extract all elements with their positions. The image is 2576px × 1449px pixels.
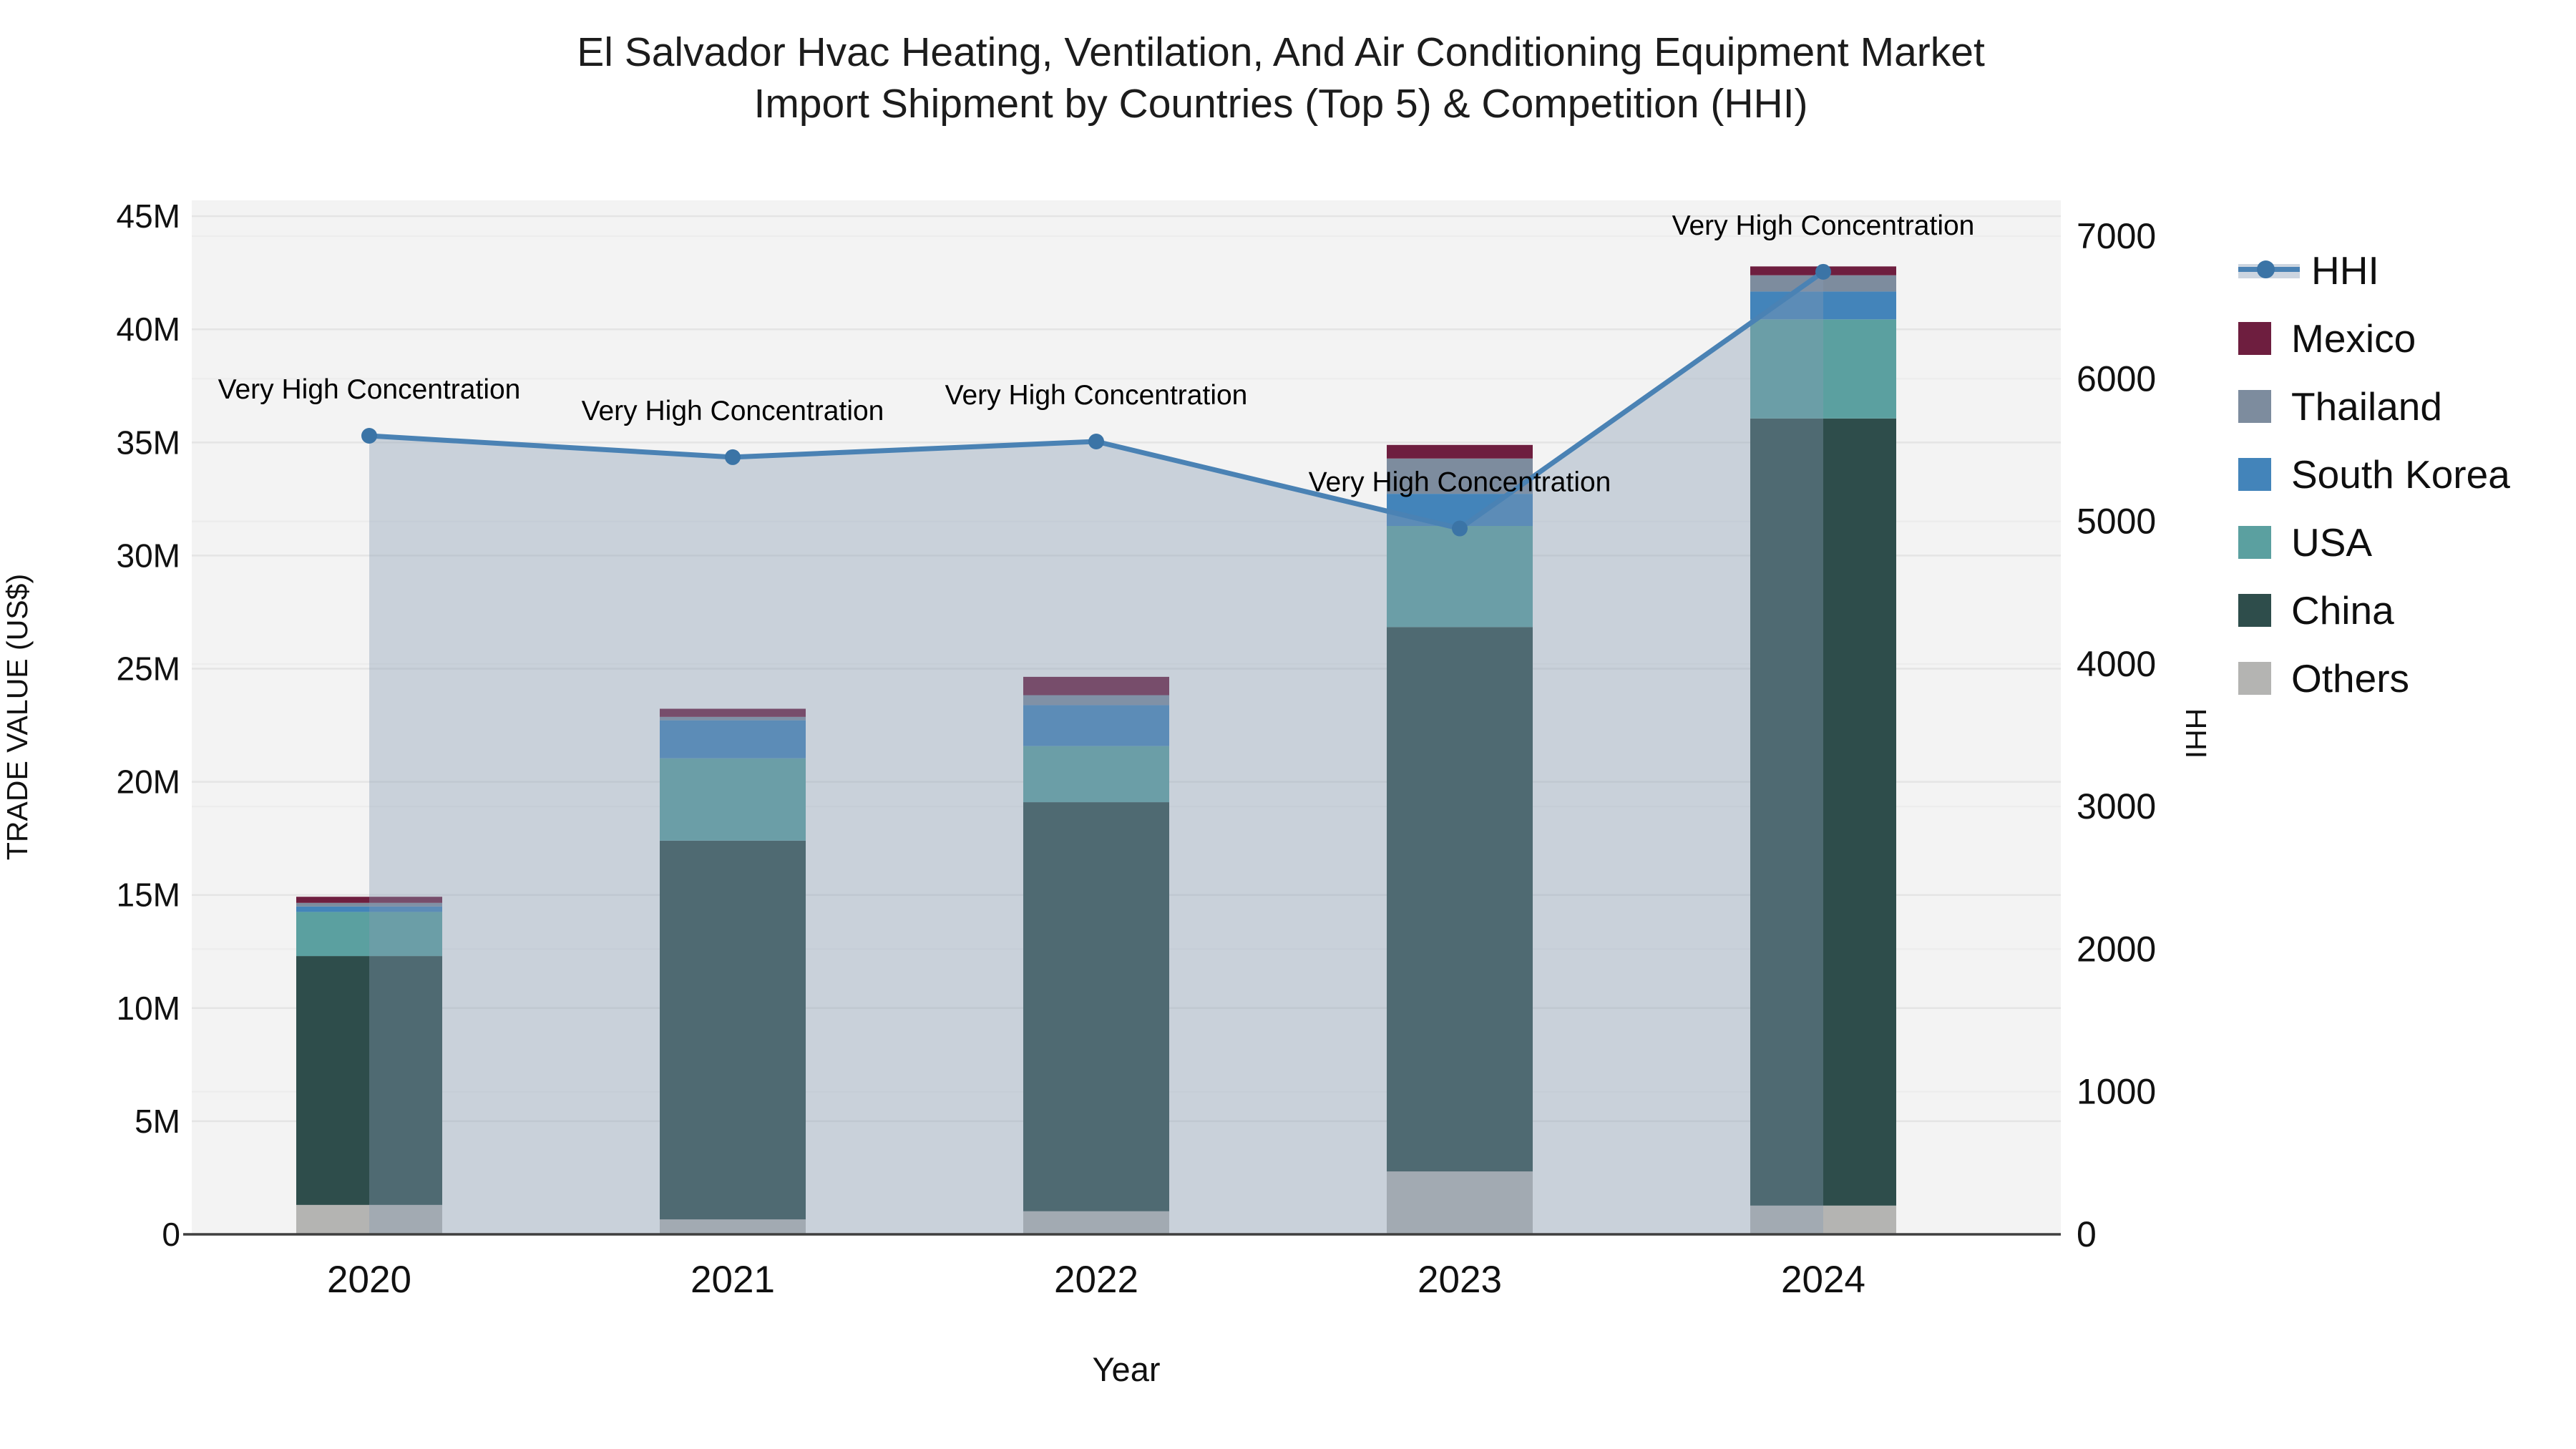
legend-item-china[interactable]: China bbox=[2238, 576, 2510, 644]
bar-segment-mexico-2022 bbox=[1023, 676, 1169, 696]
legend-item-usa[interactable]: USA bbox=[2238, 508, 2510, 576]
bar-segment-china-2020 bbox=[296, 956, 442, 1205]
annotation-2021: Very High Concentration bbox=[582, 396, 884, 426]
annotation-2022: Very High Concentration bbox=[945, 380, 1248, 411]
bar-segment-thailand-2024 bbox=[1750, 275, 1896, 292]
legend-swatch-icon bbox=[2238, 593, 2271, 627]
legend-label: South Korea bbox=[2291, 452, 2510, 497]
y-left-tick: 5M bbox=[135, 1103, 180, 1140]
legend-item-others[interactable]: Others bbox=[2238, 644, 2510, 712]
y-right-tick: 0 bbox=[2077, 1214, 2097, 1254]
x-tick-2022: 2022 bbox=[1054, 1259, 1138, 1301]
y-left-tick: 25M bbox=[117, 650, 180, 688]
legend-label: Others bbox=[2291, 655, 2410, 701]
bar-segment-others-2021 bbox=[660, 1219, 806, 1234]
legend-item-south-korea[interactable]: South Korea bbox=[2238, 440, 2510, 508]
y-left-axis-title: TRADE VALUE (US$) bbox=[1, 574, 34, 860]
hhi-line-sample-icon bbox=[2238, 258, 2300, 283]
bar-segment-mexico-2021 bbox=[660, 708, 806, 717]
bar-segment-others-2020 bbox=[296, 1204, 442, 1234]
legend-label: Mexico bbox=[2291, 316, 2416, 361]
bar-segment-usa-2022 bbox=[1023, 746, 1169, 803]
y-right-tick: 6000 bbox=[2077, 358, 2156, 399]
y-left-tick: 40M bbox=[117, 311, 180, 348]
hhi-marker-2020 bbox=[361, 428, 377, 444]
legend-label: China bbox=[2291, 587, 2394, 633]
legend-swatch-icon bbox=[2238, 321, 2271, 355]
bar-segment-usa-2023 bbox=[1387, 526, 1533, 628]
hhi-area-fill bbox=[369, 271, 1823, 1234]
bar-segment-south-korea-2023 bbox=[1387, 494, 1533, 527]
bar-segment-thailand-2020 bbox=[296, 902, 442, 907]
x-tick-2023: 2023 bbox=[1418, 1259, 1502, 1301]
y-left-tick: 35M bbox=[117, 424, 180, 461]
annotation-2023: Very High Concentration bbox=[1309, 467, 1611, 498]
bar-segment-south-korea-2021 bbox=[660, 720, 806, 758]
legend-label: Thailand bbox=[2291, 384, 2442, 429]
legend-item-hhi[interactable]: HHI bbox=[2238, 236, 2510, 304]
y-right-tick: 5000 bbox=[2077, 502, 2156, 542]
legend-label: HHI bbox=[2311, 248, 2379, 293]
y-right-tick: 4000 bbox=[2077, 644, 2156, 684]
chart-title-line-1: El Salvador Hvac Heating, Ventilation, A… bbox=[577, 29, 1985, 75]
y-right-tick: 3000 bbox=[2077, 786, 2156, 826]
legend: HHI Mexico Thailand South Korea USA China Othe… bbox=[2238, 236, 2510, 712]
bar-segment-china-2023 bbox=[1387, 627, 1533, 1172]
legend-item-mexico[interactable]: Mexico bbox=[2238, 304, 2510, 372]
y-left-tick: 45M bbox=[117, 197, 180, 235]
bar-segment-others-2024 bbox=[1750, 1205, 1896, 1234]
legend-item-thailand[interactable]: Thailand bbox=[2238, 372, 2510, 440]
bar-segment-usa-2024 bbox=[1750, 319, 1896, 419]
bar-segment-south-korea-2022 bbox=[1023, 705, 1169, 746]
legend-swatch-icon bbox=[2238, 457, 2271, 491]
x-tick-2020: 2020 bbox=[327, 1259, 411, 1301]
y-left-tick: 30M bbox=[117, 537, 180, 574]
x-tick-2024: 2024 bbox=[1781, 1259, 1865, 1301]
annotation-2020: Very High Concentration bbox=[218, 374, 521, 405]
bar-segment-mexico-2020 bbox=[296, 897, 442, 903]
annotation-2024: Very High Concentration bbox=[1672, 210, 1975, 241]
y-left-tick: 10M bbox=[117, 990, 180, 1027]
y-left-tick: 15M bbox=[117, 877, 180, 914]
bar-segment-usa-2021 bbox=[660, 758, 806, 841]
y-left-tick: 0 bbox=[162, 1216, 180, 1253]
legend-swatch-icon bbox=[2238, 661, 2271, 695]
hhi-marker-2023 bbox=[1452, 520, 1468, 537]
hhi-marker-2024 bbox=[1815, 263, 1831, 280]
y-left-tick: 20M bbox=[117, 763, 180, 801]
y-right-tick: 7000 bbox=[2077, 216, 2156, 256]
bar-segment-usa-2020 bbox=[296, 912, 442, 957]
bar-segment-others-2023 bbox=[1387, 1171, 1533, 1234]
bar-segment-thailand-2022 bbox=[1023, 695, 1169, 706]
bar-segment-south-korea-2020 bbox=[296, 906, 442, 912]
legend-label: USA bbox=[2291, 519, 2373, 565]
bar-segment-china-2021 bbox=[660, 840, 806, 1220]
y-right-tick: 2000 bbox=[2077, 929, 2156, 969]
bar-segment-china-2024 bbox=[1750, 418, 1896, 1206]
y-right-tick: 1000 bbox=[2077, 1072, 2156, 1112]
x-tick-2021: 2021 bbox=[691, 1259, 775, 1301]
y-right-axis-title: HHI bbox=[2180, 708, 2212, 759]
bar-segment-thailand-2021 bbox=[660, 716, 806, 721]
bar-segment-mexico-2023 bbox=[1387, 444, 1533, 459]
hhi-marker-2022 bbox=[1088, 433, 1104, 449]
bar-segment-china-2022 bbox=[1023, 802, 1169, 1211]
legend-swatch-icon bbox=[2238, 525, 2271, 559]
bar-segment-others-2022 bbox=[1023, 1211, 1169, 1234]
x-axis-title: Year bbox=[1093, 1350, 1161, 1388]
bar-segment-thailand-2023 bbox=[1387, 458, 1533, 494]
hhi-marker-2021 bbox=[725, 449, 741, 465]
legend-swatch-icon bbox=[2238, 389, 2271, 423]
chart-title-line-2: Import Shipment by Countries (Top 5) & C… bbox=[753, 81, 1808, 127]
